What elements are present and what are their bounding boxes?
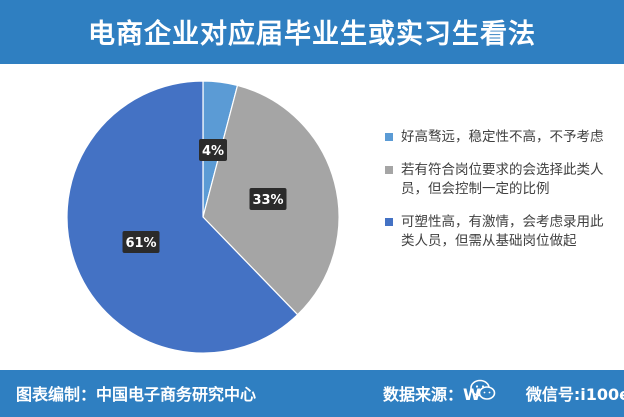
footer-source-left: 图表编制：中国电子商务研究中心	[16, 385, 257, 404]
data-label-box	[249, 188, 287, 210]
legend-label: 可塑性高，有激情，会考虑录用此类人员，但需从基础岗位做起	[401, 214, 604, 249]
wechat-icon	[470, 379, 496, 400]
data-label: 61%	[125, 236, 156, 251]
footer-source-label: 数据来源：W	[383, 385, 481, 404]
data-label-box	[199, 139, 227, 161]
data-label: 33%	[252, 193, 283, 208]
data-label: 4%	[202, 144, 224, 159]
legend: 好高骛远，稳定性不高，不予考虑 若有符合岗位要求的会选择此类人员，但会控制一定的…	[385, 128, 610, 265]
footer-source-right: 数据来源：W 微信号:i100ec	[383, 381, 624, 405]
header-band	[0, 0, 624, 64]
legend-label: 若有符合岗位要求的会选择此类人员，但会控制一定的比例	[401, 162, 604, 197]
footer-watermark: 微信号:i100ec	[525, 385, 624, 404]
data-label-box	[122, 231, 160, 253]
footer-band	[0, 370, 624, 417]
legend-item: 好高骛远，稳定性不高，不予考虑	[385, 128, 610, 147]
legend-item: 若有符合岗位要求的会选择此类人员，但会控制一定的比例	[385, 161, 610, 199]
legend-swatch	[385, 218, 393, 226]
legend-label: 好高骛远，稳定性不高，不予考虑	[401, 129, 604, 145]
legend-swatch	[385, 133, 393, 141]
pie-slice	[66, 80, 299, 354]
legend-swatch	[385, 166, 393, 174]
legend-item: 可塑性高，有激情，会考虑录用此类人员，但需从基础岗位做起	[385, 213, 610, 251]
chart-title: 电商企业对应届毕业生或实习生看法	[88, 19, 536, 50]
